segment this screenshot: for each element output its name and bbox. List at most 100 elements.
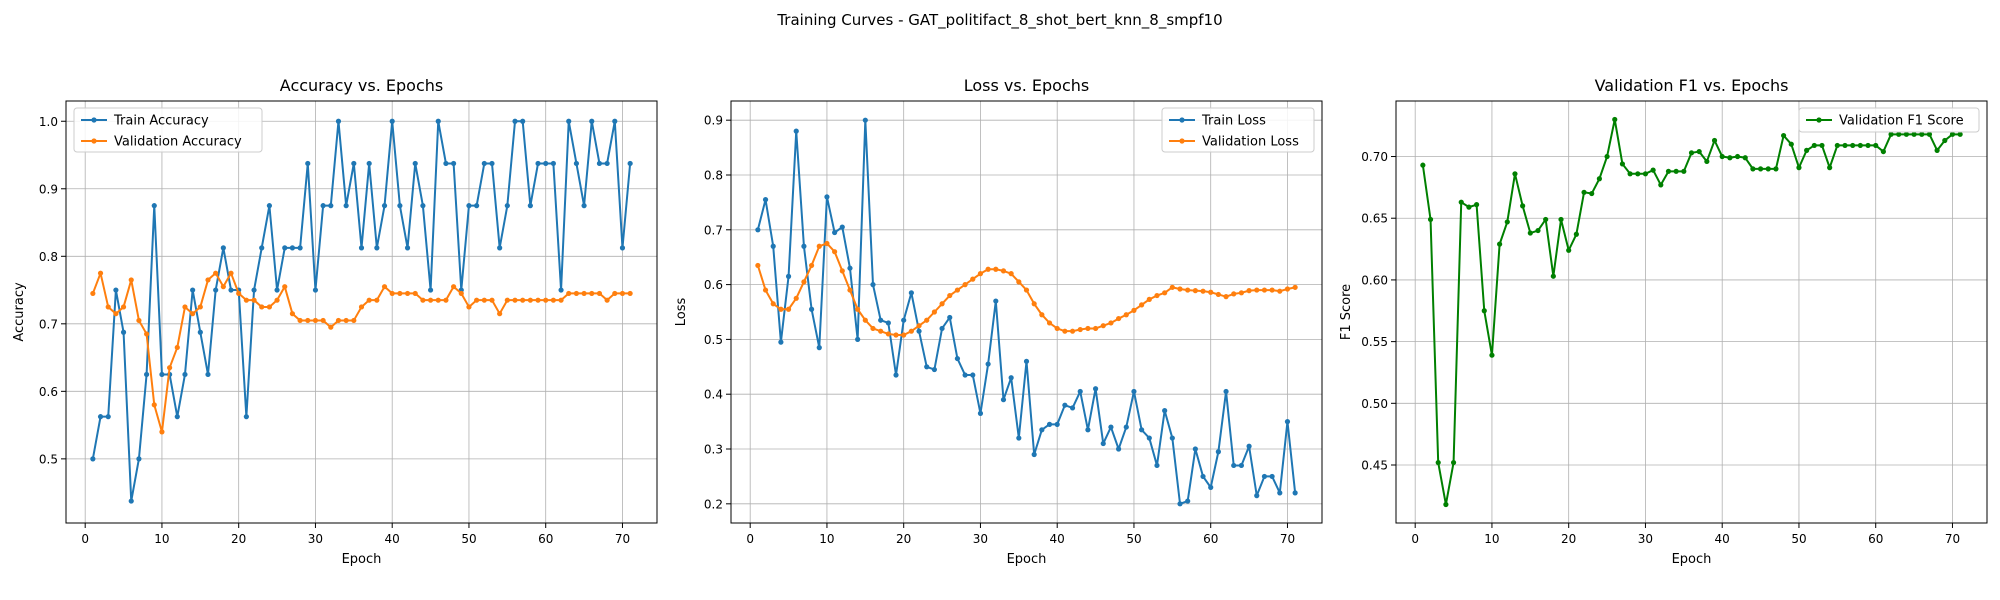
series-train-accuracy <box>90 118 633 504</box>
data-point <box>581 290 587 297</box>
data-point <box>435 297 441 303</box>
data-point <box>1092 325 1099 332</box>
data-point <box>770 301 776 307</box>
data-point <box>808 306 815 312</box>
x-tick-label: 50 <box>461 532 476 546</box>
data-point <box>954 355 961 362</box>
data-point <box>1246 288 1252 294</box>
data-point <box>297 245 303 251</box>
legend-label: Train Loss <box>1201 114 1266 129</box>
legend: Train Accuracy Validation Accuracy <box>73 107 263 153</box>
data-point <box>1873 142 1879 149</box>
data-point <box>1254 493 1260 499</box>
data-point <box>1077 326 1083 333</box>
y-tick-label: 0.50 <box>1361 397 1388 411</box>
data-point <box>1108 424 1114 430</box>
data-point <box>466 304 472 310</box>
x-tick-label: 20 <box>1561 532 1576 546</box>
data-point <box>512 118 518 124</box>
data-point <box>1069 405 1076 411</box>
data-point <box>1023 358 1030 364</box>
data-point <box>404 245 411 251</box>
data-point <box>1727 155 1733 161</box>
data-point <box>266 304 272 310</box>
data-point <box>1558 216 1564 223</box>
y-tick-label: 0.6 <box>39 385 58 399</box>
data-point <box>305 317 311 324</box>
legend-label: Validation F1 Score <box>1839 114 1964 129</box>
data-point <box>1261 287 1268 293</box>
x-tick-label: 30 <box>308 532 323 546</box>
data-point <box>1062 328 1068 334</box>
data-point <box>136 456 142 462</box>
data-point <box>619 290 626 297</box>
data-point <box>762 287 769 293</box>
data-point <box>527 203 533 209</box>
data-point <box>182 371 188 378</box>
data-point <box>1215 291 1221 298</box>
data-point <box>1435 459 1441 466</box>
data-point <box>977 271 984 277</box>
series-line <box>91 272 631 433</box>
data-point <box>90 456 96 462</box>
data-point <box>1023 287 1030 293</box>
data-point <box>993 298 999 304</box>
series-line <box>91 120 632 503</box>
data-point <box>97 270 104 276</box>
data-point <box>282 284 288 290</box>
data-point <box>497 311 503 317</box>
data-point <box>878 317 884 323</box>
data-point <box>985 266 991 272</box>
data-point <box>1208 289 1214 295</box>
data-point <box>954 287 961 293</box>
data-point <box>1497 241 1503 247</box>
data-point <box>1911 131 1917 137</box>
y-tick-label: 0.7 <box>39 317 58 331</box>
data-point <box>420 297 426 303</box>
data-point <box>320 317 326 324</box>
data-point <box>366 160 372 167</box>
data-point <box>1054 421 1060 427</box>
data-point <box>612 118 618 124</box>
x-axis-label: Epoch <box>1672 552 1712 567</box>
data-point <box>901 332 907 338</box>
data-point <box>1949 131 1956 137</box>
data-point <box>1857 142 1863 149</box>
data-point <box>1069 328 1076 334</box>
x-tick-label: 20 <box>896 532 911 546</box>
y-tick-label: 0.65 <box>1361 212 1388 226</box>
data-point <box>604 297 610 303</box>
data-point <box>481 297 487 303</box>
data-point <box>1085 325 1091 332</box>
axes-frame <box>1395 100 1988 524</box>
data-point <box>1016 279 1022 285</box>
data-point <box>1261 473 1268 480</box>
data-point <box>251 297 257 303</box>
data-point <box>1116 446 1122 452</box>
data-point <box>755 227 761 233</box>
data-point <box>1008 375 1014 381</box>
data-point <box>785 273 792 279</box>
data-point <box>197 304 203 310</box>
axes-frame <box>730 100 1323 524</box>
data-point <box>1566 247 1572 253</box>
data-point <box>1031 451 1037 458</box>
data-point <box>1504 219 1510 225</box>
data-point <box>1116 315 1122 322</box>
data-point <box>1650 167 1656 173</box>
data-point <box>1750 166 1756 172</box>
y-tick-label: 0.8 <box>39 250 58 264</box>
data-point <box>1765 166 1771 172</box>
x-tick-label: 50 <box>1126 532 1141 546</box>
data-point <box>358 304 365 310</box>
figure-suptitle: Training Curves - GAT_politifact_8_shot_… <box>776 11 1222 30</box>
data-point <box>824 194 830 200</box>
data-point <box>1543 216 1549 223</box>
data-point <box>1177 286 1183 292</box>
data-point <box>274 297 280 303</box>
data-point <box>543 297 549 303</box>
data-point <box>220 245 226 251</box>
data-point <box>1704 158 1710 165</box>
data-point <box>824 240 830 247</box>
data-point <box>381 284 388 290</box>
